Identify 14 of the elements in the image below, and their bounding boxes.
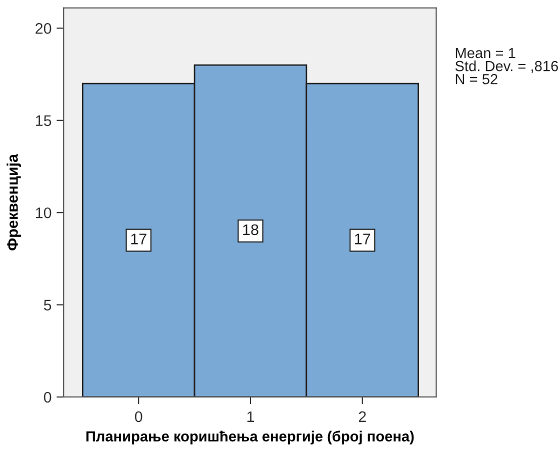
text: Mean = 1 Std. Dev. = ,816 N = 52: [455, 48, 558, 84]
y-tick-label: 20: [36, 23, 52, 34]
x-tick-label: 2: [358, 411, 366, 422]
x-tick-label: 0: [134, 411, 142, 422]
x-axis-title: Планирање коришћења енергије (број поена): [86, 430, 414, 444]
x-tick-label: 1: [247, 411, 254, 422]
data-label: 17: [355, 234, 370, 244]
y-tick-label: 5: [44, 300, 52, 310]
y-tick-label: 10: [36, 207, 52, 218]
y-tick-label: 15: [36, 115, 52, 126]
data-label: 17: [131, 234, 146, 244]
y-tick-label: 0: [44, 392, 52, 403]
data-label: 18: [243, 224, 258, 236]
y-axis-title: Фреквенција: [6, 154, 21, 250]
